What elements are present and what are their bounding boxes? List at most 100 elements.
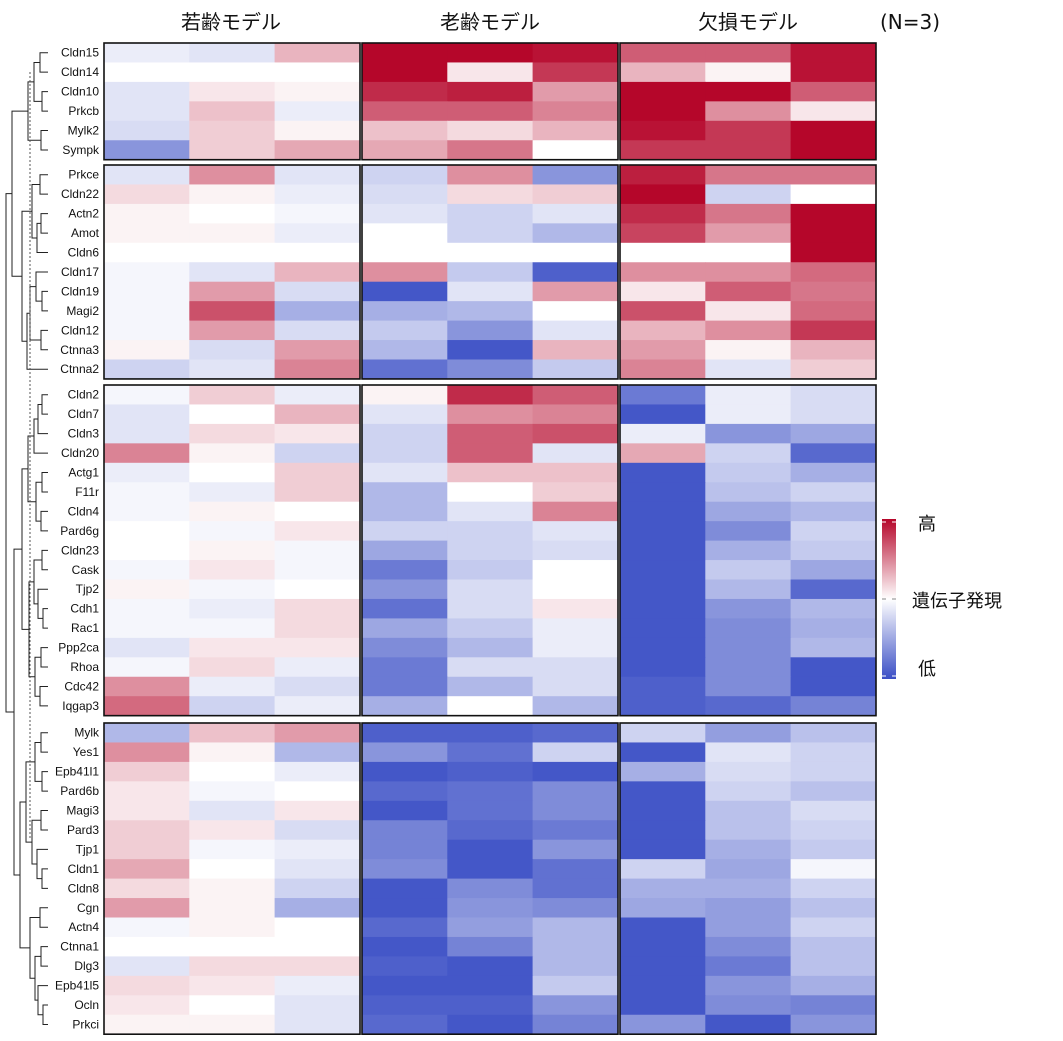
- heatmap-cell: [447, 281, 534, 302]
- heatmap-cell: [532, 898, 619, 919]
- heatmap-cell: [447, 742, 534, 763]
- heatmap-cell: [705, 81, 792, 102]
- heatmap-cell: [189, 878, 276, 899]
- heatmap-cell: [532, 742, 619, 763]
- heatmap-cell: [532, 462, 619, 483]
- heatmap-cell: [362, 81, 448, 102]
- heatmap-cell: [705, 301, 792, 322]
- gene-label: Cldn4: [68, 504, 100, 518]
- heatmap-cell: [620, 995, 706, 1016]
- heatmap-cell: [362, 301, 448, 322]
- gene-label: Cldn6: [68, 246, 100, 260]
- heatmap-cell: [705, 340, 792, 361]
- heatmap-cell: [705, 320, 792, 341]
- legend-mid-label: 遺伝子発現: [912, 591, 1002, 612]
- heatmap-cell: [362, 242, 448, 263]
- gene-label: Ctnna2: [60, 362, 99, 376]
- heatmap-cell: [104, 800, 190, 821]
- heatmap-cell: [104, 262, 190, 283]
- heatmap-cell: [705, 223, 792, 244]
- heatmap-cell: [274, 165, 361, 186]
- heatmap-cell: [705, 385, 792, 406]
- heatmap-cell: [790, 521, 877, 542]
- heatmap-cell: [362, 676, 448, 697]
- heatmap-cell: [620, 761, 706, 782]
- heatmap-cell: [189, 579, 276, 600]
- heatmap-cell: [620, 975, 706, 996]
- heatmap-cell: [790, 62, 877, 83]
- legend-high-label: 高: [918, 514, 936, 535]
- heatmap-cell: [532, 1014, 619, 1035]
- gene-label: Ppp2ca: [58, 641, 99, 655]
- heatmap-cell: [705, 242, 792, 263]
- heatmap-cell: [362, 165, 448, 186]
- heatmap-cell: [274, 501, 361, 522]
- heatmap-cell: [705, 579, 792, 600]
- panel-frame: [103, 722, 361, 1036]
- heatmap-cell: [532, 43, 619, 64]
- heatmap-cell: [620, 482, 706, 503]
- legend-low-label: 低: [918, 659, 936, 680]
- heatmap-cell: [532, 859, 619, 880]
- gene-label: Magi3: [66, 804, 99, 818]
- heatmap-cell: [532, 385, 619, 406]
- gene-label: Cldn20: [61, 446, 99, 460]
- heatmap-cell: [447, 301, 534, 322]
- heatmap-cell: [104, 676, 190, 697]
- heatmap-cell: [274, 540, 361, 561]
- heatmap-cell: [705, 165, 792, 186]
- gene-label: Pard6g: [60, 524, 99, 538]
- heatmap-cell: [189, 820, 276, 841]
- heatmap-cell: [705, 404, 792, 425]
- gene-label: Cgn: [77, 901, 99, 915]
- gene-label: Prkcb: [68, 104, 99, 118]
- gene-label: Mylk2: [68, 124, 100, 138]
- heatmap-cell: [532, 62, 619, 83]
- heatmap-cell: [790, 637, 877, 658]
- heatmap-cell: [274, 62, 361, 83]
- heatmap-cell: [104, 521, 190, 542]
- heatmap-cell: [274, 723, 361, 744]
- heatmap-cell: [620, 281, 706, 302]
- heatmap-cell: [705, 936, 792, 957]
- gene-label: Prkce: [68, 168, 99, 182]
- heatmap-cell: [705, 462, 792, 483]
- heatmap-cell: [790, 184, 877, 205]
- heatmap-cell: [104, 359, 190, 380]
- heatmap-cell: [189, 560, 276, 581]
- heatmap-cell: [189, 140, 276, 161]
- heatmap-cell: [790, 598, 877, 619]
- gene-label: Cdc42: [64, 679, 99, 693]
- heatmap-cell: [790, 898, 877, 919]
- heatmap-cell: [274, 676, 361, 697]
- heatmap-cell: [447, 781, 534, 802]
- gene-label: Cldn7: [68, 407, 100, 421]
- heatmap-cell: [362, 43, 448, 64]
- heatmap-cell: [620, 859, 706, 880]
- heatmap-cell: [447, 637, 534, 658]
- heatmap-cell: [790, 761, 877, 782]
- heatmap-cell: [362, 1014, 448, 1035]
- heatmap-cell: [447, 521, 534, 542]
- heatmap-cell: [790, 359, 877, 380]
- heatmap-cell: [705, 501, 792, 522]
- heatmap-cell: [532, 521, 619, 542]
- heatmap-cell: [274, 81, 361, 102]
- heatmap-cell: [104, 975, 190, 996]
- heatmap-cell: [532, 203, 619, 224]
- group-title-young: 若齢モデル: [181, 10, 281, 34]
- heatmap-cell: [705, 676, 792, 697]
- heatmap-cell: [705, 859, 792, 880]
- heatmap-cell: [274, 917, 361, 938]
- heatmap-cell: [274, 859, 361, 880]
- heatmap-cell: [532, 340, 619, 361]
- heatmap-cell: [620, 120, 706, 141]
- heatmap-cell: [189, 956, 276, 977]
- heatmap-cell: [274, 301, 361, 322]
- heatmap-cell: [362, 598, 448, 619]
- heatmap-cell: [189, 936, 276, 957]
- heatmap-cell: [274, 281, 361, 302]
- heatmap-cell: [274, 800, 361, 821]
- gene-label: Cldn15: [61, 46, 99, 60]
- heatmap-cell: [274, 579, 361, 600]
